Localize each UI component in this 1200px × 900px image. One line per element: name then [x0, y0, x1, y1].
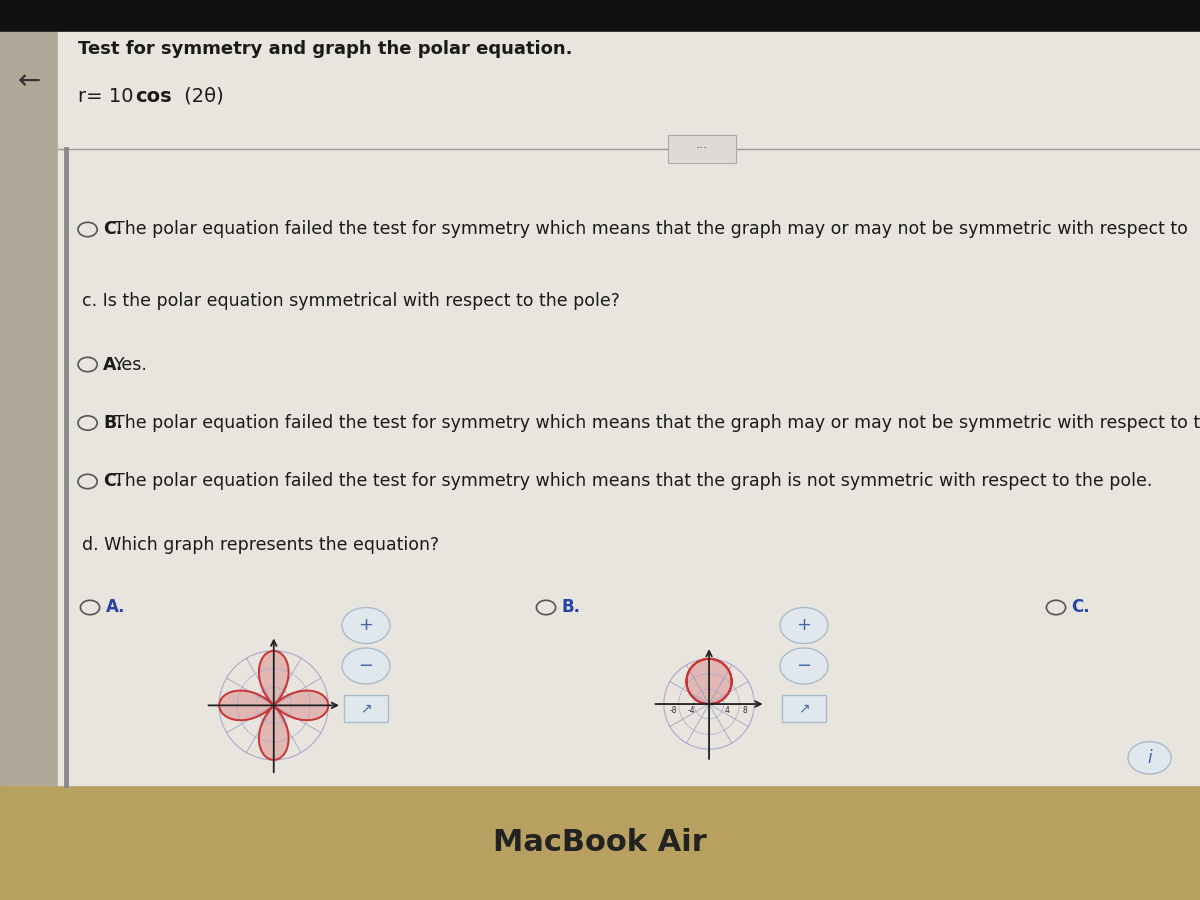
Text: B.: B.	[562, 598, 581, 616]
Text: ↗: ↗	[798, 701, 810, 716]
Text: c. Is the polar equation symmetrical with respect to the pole?: c. Is the polar equation symmetrical wit…	[82, 292, 619, 310]
Bar	[668, 135, 736, 163]
Text: The polar equation failed the test for symmetry which means that the graph is no: The polar equation failed the test for s…	[114, 472, 1152, 490]
Text: 4: 4	[725, 706, 730, 716]
Text: Yes.: Yes.	[114, 356, 148, 373]
Text: -4: -4	[688, 706, 695, 716]
Text: +: +	[797, 616, 811, 634]
Text: -8: -8	[670, 706, 677, 716]
Text: C.: C.	[103, 472, 122, 490]
Text: (2θ): (2θ)	[178, 86, 223, 106]
Text: ↗: ↗	[360, 701, 372, 716]
Text: i: i	[1147, 749, 1152, 767]
Text: 8: 8	[743, 706, 748, 716]
Circle shape	[1128, 742, 1171, 774]
Bar	[58, 32, 1200, 785]
Text: ···: ···	[696, 142, 708, 155]
Bar	[782, 695, 826, 722]
Bar	[0, 785, 1200, 900]
Polygon shape	[686, 659, 732, 704]
Polygon shape	[220, 651, 329, 760]
Text: +: +	[359, 616, 373, 634]
Text: C.: C.	[1072, 598, 1091, 616]
Text: The polar equation failed the test for symmetry which means that the graph may o: The polar equation failed the test for s…	[114, 414, 1200, 432]
Text: A.: A.	[103, 356, 124, 373]
Text: MacBook Air: MacBook Air	[493, 828, 707, 857]
Circle shape	[342, 648, 390, 684]
Text: C.: C.	[103, 220, 122, 238]
Text: d. Which graph represents the equation?: d. Which graph represents the equation?	[82, 536, 439, 554]
Bar	[0, 0, 1200, 32]
Text: A.: A.	[106, 598, 125, 616]
Text: r= 10: r= 10	[78, 86, 139, 106]
Text: −: −	[797, 657, 811, 675]
Circle shape	[780, 608, 828, 643]
Text: ←: ←	[17, 67, 41, 95]
Text: cos: cos	[136, 86, 173, 106]
Text: The polar equation failed the test for symmetry which means that the graph may o: The polar equation failed the test for s…	[114, 220, 1188, 238]
Circle shape	[780, 648, 828, 684]
Text: B.: B.	[103, 414, 122, 432]
Bar	[0, 32, 58, 785]
Text: −: −	[359, 657, 373, 675]
Bar	[344, 695, 388, 722]
Text: Test for symmetry and graph the polar equation.: Test for symmetry and graph the polar eq…	[78, 40, 572, 58]
Circle shape	[342, 608, 390, 643]
